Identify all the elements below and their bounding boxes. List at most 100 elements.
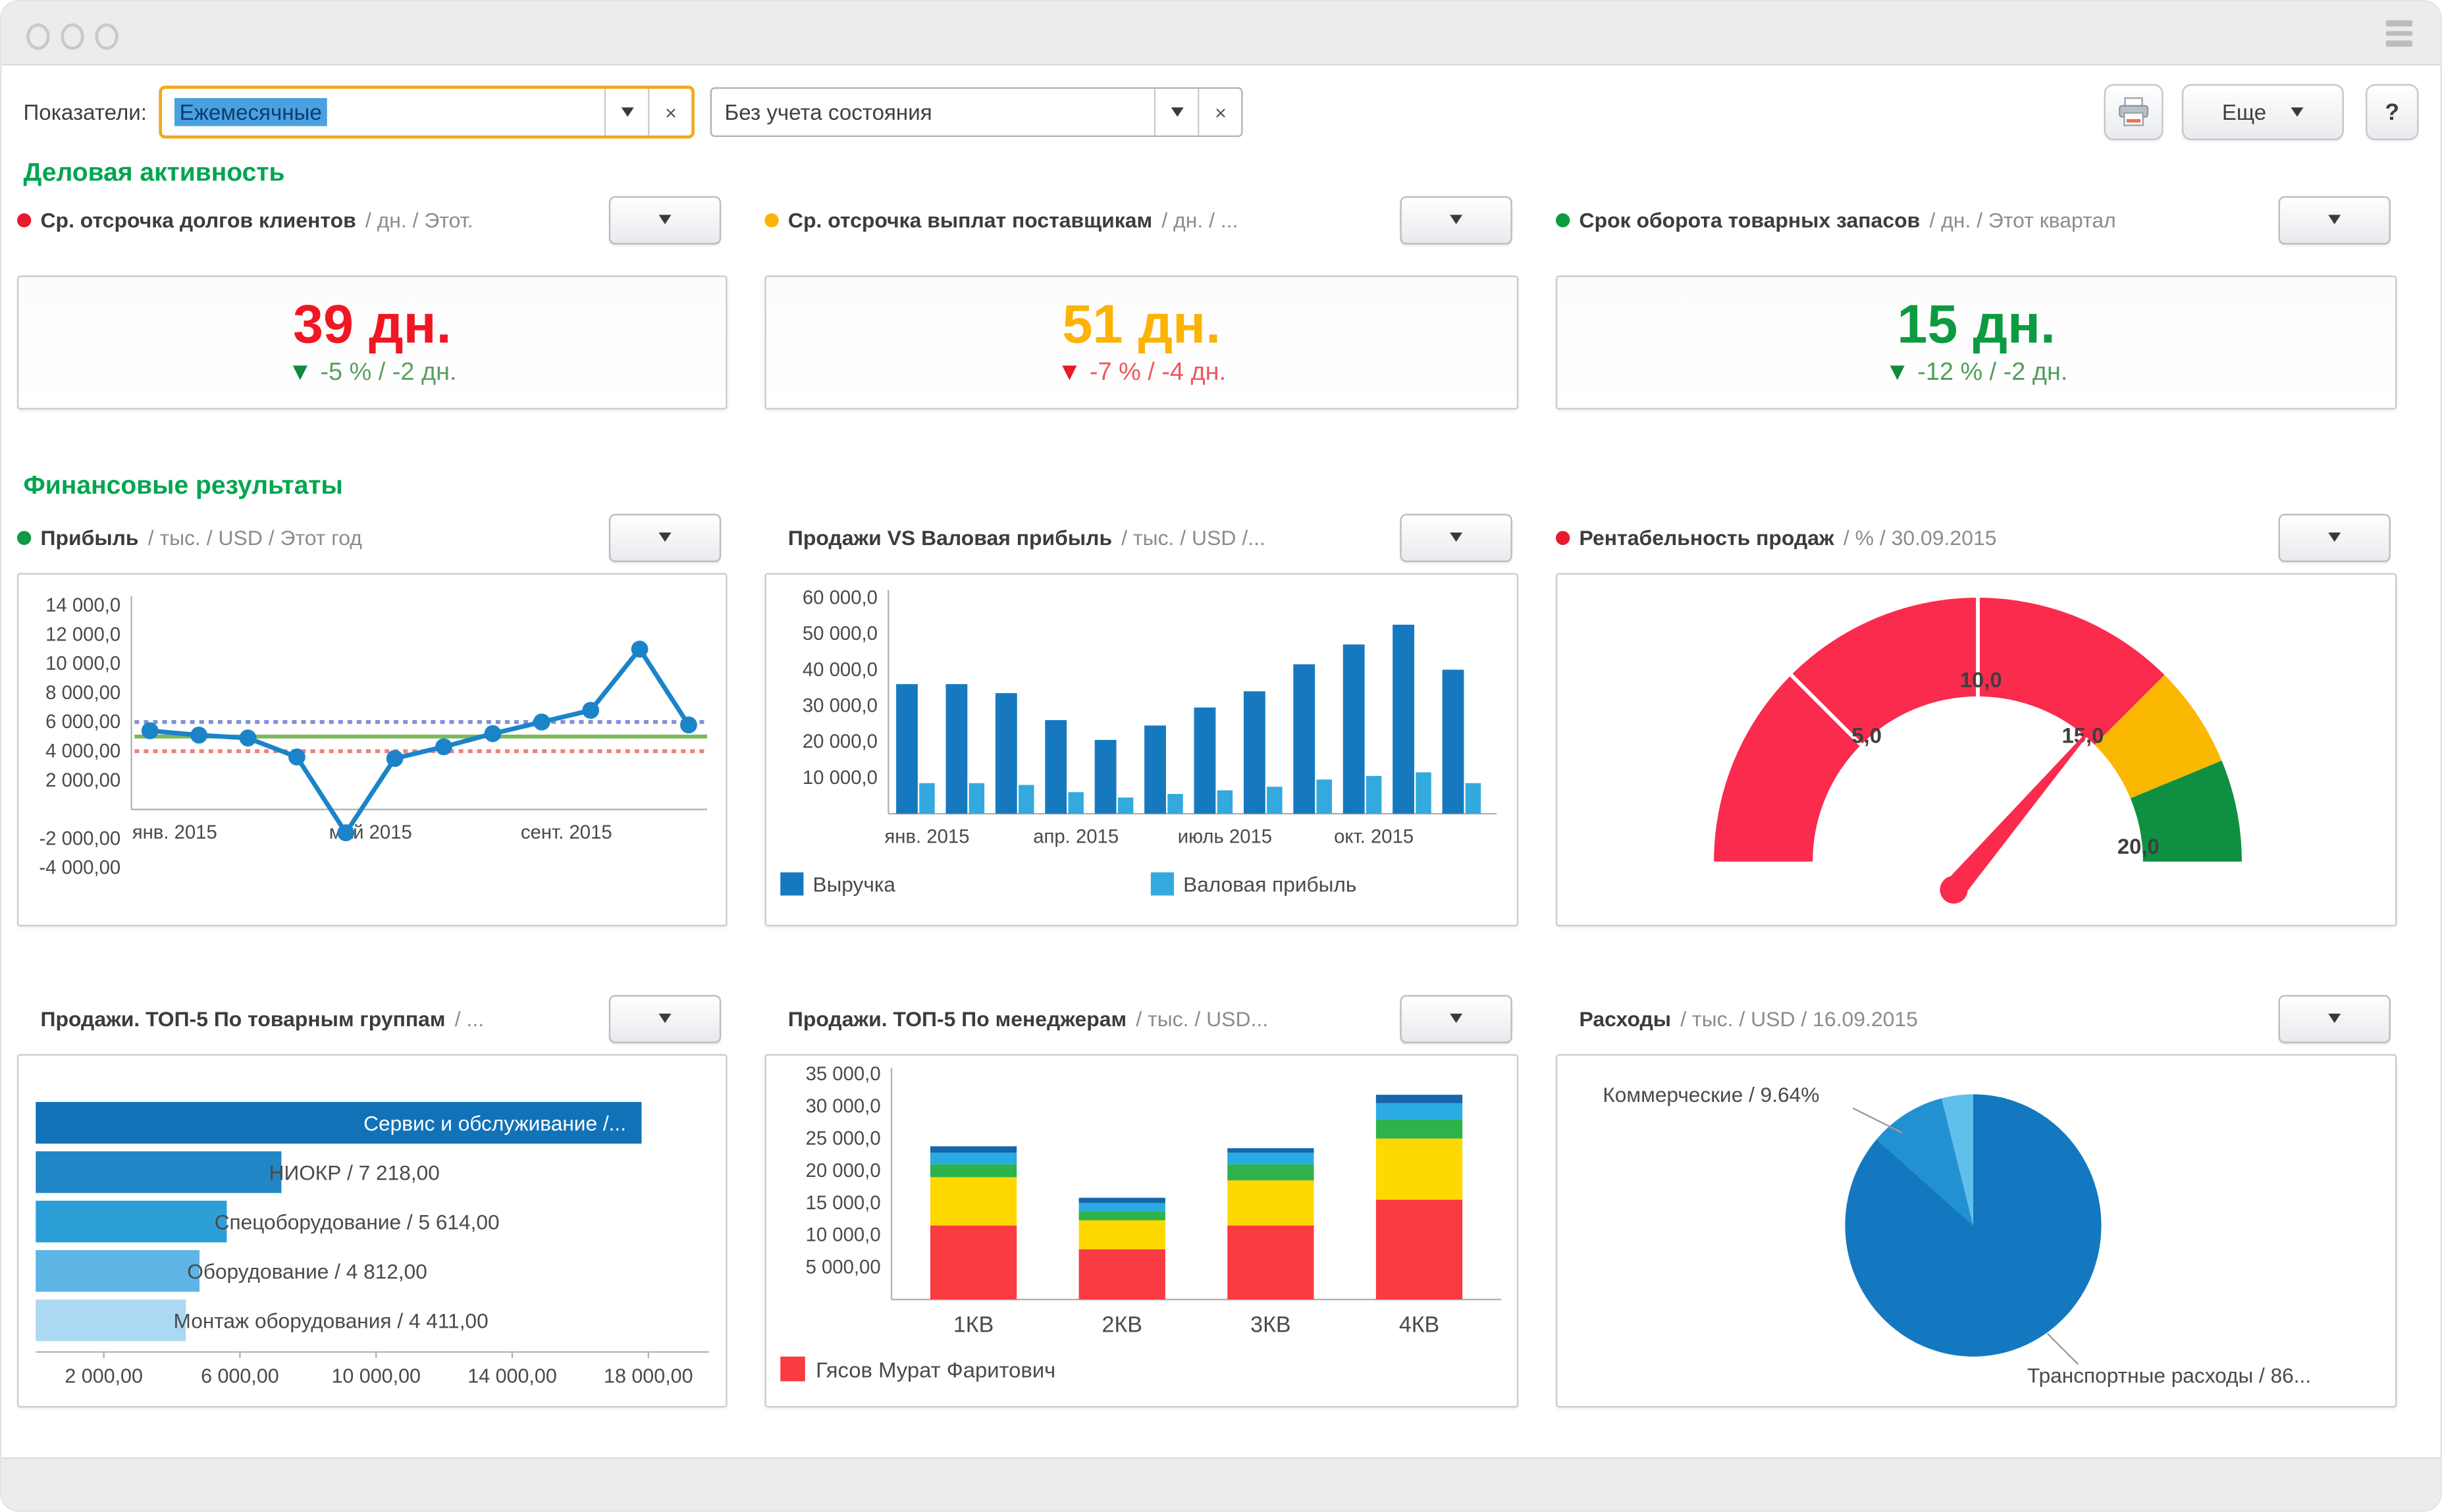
- status-dot: [17, 530, 32, 544]
- kpi-value: 39 дн.: [292, 294, 452, 355]
- svg-text:10 000,0: 10 000,0: [45, 653, 120, 675]
- svg-text:окт. 2015: окт. 2015: [1334, 826, 1414, 848]
- window-controls[interactable]: [26, 23, 119, 50]
- chart-panel-row: 2 000,00 6 000,00 10 000,00 14 000,00 18 000…: [17, 1054, 2441, 1408]
- combobox-clear-icon[interactable]: ×: [648, 88, 692, 136]
- svg-text:5 000,00: 5 000,00: [806, 1257, 881, 1278]
- svg-text:15,0: 15,0: [2062, 723, 2104, 747]
- managers-panel: 35 000,0 30 000,0 25 000,0 20 000,0 15 000,0…: [764, 1054, 1519, 1408]
- svg-text:НИОКР / 7 218,00: НИОКР / 7 218,00: [269, 1160, 440, 1184]
- combobox-clear-icon[interactable]: ×: [1198, 88, 1242, 136]
- chart-header-row: Продажи. ТОП-5 По товарным группам / ...…: [17, 983, 2441, 1055]
- kpi-options-dropdown[interactable]: [2278, 195, 2391, 244]
- svg-text:1КВ: 1КВ: [953, 1312, 994, 1337]
- chart-options-dropdown[interactable]: [608, 994, 722, 1043]
- svg-text:25 000,0: 25 000,0: [806, 1128, 881, 1149]
- svg-text:10 000,0: 10 000,0: [803, 767, 878, 789]
- chart-header: Расходы / тыс. / USD / 16.09.2015: [1556, 983, 2397, 1055]
- section-title-business: Деловая активность: [23, 159, 285, 187]
- chart-options-dropdown[interactable]: [1400, 513, 1512, 561]
- state-combobox[interactable]: Без учета состояния ×: [710, 87, 1244, 138]
- svg-text:30 000,0: 30 000,0: [806, 1095, 881, 1117]
- kpi-value: 15 дн.: [1897, 294, 2056, 355]
- chart-options-dropdown[interactable]: [2278, 994, 2391, 1043]
- kpi-card: 15 дн. ▼ -12 % / -2 дн.: [1556, 275, 2397, 410]
- svg-text:Спецоборудование / 5 614,00: Спецоборудование / 5 614,00: [215, 1210, 500, 1234]
- kpi-header: Ср. отсрочка выплат поставщикам / дн. / …: [764, 188, 1518, 251]
- svg-text:14 000,0: 14 000,0: [45, 594, 120, 616]
- svg-text:10,0: 10,0: [1960, 667, 2002, 692]
- product-groups-panel: 2 000,00 6 000,00 10 000,00 14 000,00 18 000…: [17, 1054, 728, 1408]
- svg-text:Коммерческие / 9.64%: Коммерческие / 9.64%: [1603, 1083, 1819, 1107]
- svg-text:10 000,0: 10 000,0: [806, 1224, 881, 1246]
- svg-text:сент. 2015: сент. 2015: [521, 821, 612, 843]
- print-button[interactable]: [2104, 84, 2163, 140]
- window-control-icon[interactable]: [95, 23, 119, 50]
- kpi-header-row: Ср. отсрочка долгов клиентов / дн. / Это…: [17, 188, 2441, 251]
- svg-text:6 000,00: 6 000,00: [201, 1365, 279, 1388]
- menu-icon[interactable]: [2385, 20, 2413, 46]
- window-control-icon[interactable]: [61, 23, 84, 50]
- svg-text:2 000,00: 2 000,00: [45, 769, 120, 791]
- svg-text:Сервис и обслуживание /...: Сервис и обслуживание /...: [363, 1111, 626, 1135]
- kpi-delta: ▼ -7 % / -4 дн.: [1057, 359, 1226, 388]
- svg-text:Транспортные расходы / 86...: Транспортные расходы / 86...: [2027, 1364, 2311, 1388]
- svg-text:4 000,00: 4 000,00: [45, 741, 120, 762]
- indicator-combobox[interactable]: Ежемесячные ×: [159, 86, 695, 139]
- chart-header: Рентабельность продаж / % / 30.09.2015: [1556, 502, 2397, 573]
- down-arrow-icon: ▼: [1884, 359, 1910, 386]
- combobox-dropdown-icon[interactable]: [1154, 88, 1198, 136]
- status-dot: [17, 212, 32, 227]
- kpi-header: Ср. отсрочка долгов клиентов / дн. / Это…: [17, 188, 728, 251]
- kpi-value-row: 39 дн. ▼ -5 % / -2 дн. 51 дн. ▼ -7 % / -…: [17, 275, 2441, 410]
- svg-text:2 000,00: 2 000,00: [65, 1365, 143, 1388]
- svg-text:20 000,0: 20 000,0: [803, 731, 878, 752]
- svg-text:2КВ: 2КВ: [1102, 1312, 1142, 1337]
- product-groups-bar-chart: 2 000,00 6 000,00 10 000,00 14 000,00 18 000…: [36, 1102, 709, 1388]
- svg-text:8 000,00: 8 000,00: [45, 682, 120, 704]
- revenue-bar-chart: 60 000,0 50 000,0 40 000,0 30 000,0 20 000,0…: [780, 587, 1497, 897]
- kpi-options-dropdown[interactable]: [1400, 195, 1512, 244]
- status-dot: [1556, 530, 1570, 544]
- profit-chart-panel: 14 000,0 12 000,0 10 000,0 8 000,00 6 000,00…: [17, 573, 728, 927]
- svg-text:20 000,0: 20 000,0: [806, 1160, 881, 1182]
- chart-options-dropdown[interactable]: [2278, 513, 2391, 561]
- svg-text:60 000,0: 60 000,0: [803, 587, 878, 608]
- svg-text:15 000,0: 15 000,0: [806, 1192, 881, 1214]
- chart-header: Продажи. ТОП-5 По менеджерам / тыс. / US…: [764, 983, 1518, 1055]
- profitability-gauge-panel: 5,0 10,0 15,0 20,0: [1556, 573, 2397, 927]
- svg-text:5,0: 5,0: [1851, 723, 1882, 747]
- indicator-value[interactable]: Ежемесячные: [163, 89, 605, 136]
- chart-header: Прибыль / тыс. / USD / Этот год: [17, 502, 728, 573]
- window-control-icon[interactable]: [26, 23, 50, 50]
- kpi-delta-text: -7 % / -4 дн.: [1089, 359, 1227, 386]
- combobox-dropdown-icon[interactable]: [604, 88, 648, 136]
- svg-text:40 000,0: 40 000,0: [803, 659, 878, 681]
- down-arrow-icon: ▼: [288, 359, 313, 386]
- toolbar: Показатели: Ежемесячные × Без учета сост…: [23, 84, 2419, 140]
- section-title-finance: Финансовые результаты: [23, 471, 343, 500]
- svg-text:янв. 2015: янв. 2015: [884, 826, 969, 848]
- expenses-panel: Коммерческие / 9.64% Транспортные расходы…: [1556, 1054, 2397, 1408]
- chart-options-dropdown[interactable]: [1400, 994, 1512, 1043]
- svg-text:20,0: 20,0: [2117, 834, 2160, 858]
- svg-text:6 000,00: 6 000,00: [45, 711, 120, 733]
- svg-text:18 000,00: 18 000,00: [604, 1365, 693, 1388]
- svg-text:30 000,0: 30 000,0: [803, 694, 878, 716]
- state-value[interactable]: Без учета состояния: [724, 99, 932, 125]
- svg-text:14 000,00: 14 000,00: [467, 1365, 557, 1388]
- down-arrow-icon: ▼: [1057, 359, 1082, 386]
- kpi-delta-text: -5 % / -2 дн.: [320, 359, 457, 386]
- kpi-delta: ▼ -5 % / -2 дн.: [288, 359, 456, 388]
- more-button[interactable]: Еще: [2181, 84, 2344, 140]
- svg-text:Оборудование / 4 812,00: Оборудование / 4 812,00: [187, 1260, 427, 1284]
- expenses-pie-chart: Коммерческие / 9.64% Транспортные расходы…: [1603, 1083, 2311, 1388]
- svg-text:50 000,0: 50 000,0: [803, 623, 878, 644]
- help-button[interactable]: ?: [2366, 84, 2419, 140]
- kpi-options-dropdown[interactable]: [608, 195, 722, 244]
- svg-text:Гясов Мурат Фаритович: Гясов Мурат Фаритович: [816, 1358, 1055, 1382]
- chevron-down-icon: [2291, 107, 2304, 117]
- chart-options-dropdown[interactable]: [608, 513, 722, 561]
- kpi-delta: ▼ -12 % / -2 дн.: [1885, 359, 2067, 388]
